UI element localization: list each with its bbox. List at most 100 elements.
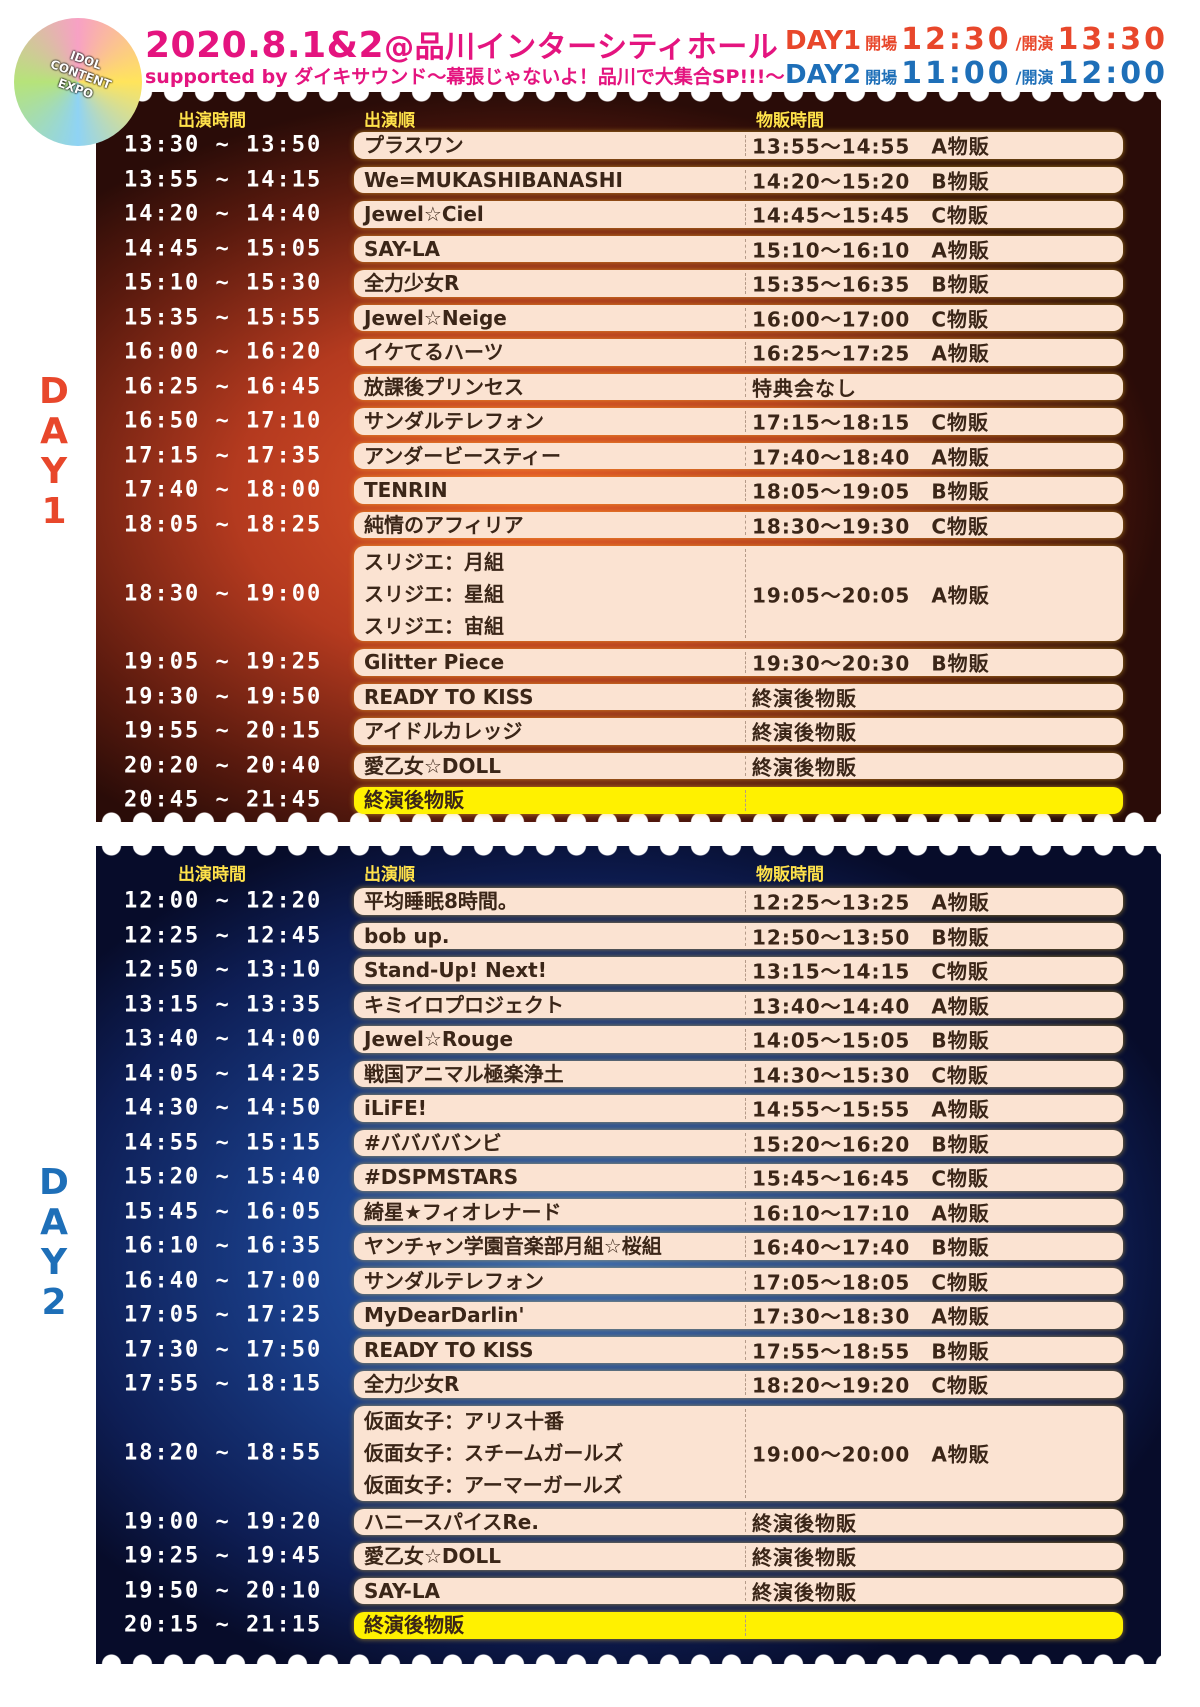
merch-sales-time: 14:30〜15:30 C物販 (752, 1063, 990, 1088)
act-list: We=MUKASHIBANASHI (364, 164, 623, 196)
column-header-order: 出演順 (364, 111, 415, 131)
merch-sales-time: 12:50〜13:50 B物販 (752, 925, 990, 950)
timetable-row: 17:30 ~ 17:50 READY TO KISS 17:55〜18:55 … (96, 1333, 1161, 1368)
timetable-row: 19:25 ~ 19:45 愛乙女☆DOLL 終演後物販 (96, 1539, 1161, 1574)
day1-rows: 13:30 ~ 13:50 プラスワン 13:55〜14:55 A物販 13:5… (96, 128, 1161, 818)
act-pill: MyDearDarlin' 17:30〜18:30 A物販 (354, 1302, 1123, 1329)
act-list: Jewel☆Neige (364, 302, 507, 334)
dashed-divider (745, 1063, 746, 1084)
performance-time: 16:25 ~ 16:45 (124, 374, 323, 400)
day-label-letter: D (39, 371, 69, 412)
timetable-row: 19:55 ~ 20:15 アイドルカレッジ 終演後物販 (96, 714, 1161, 749)
performance-time: 16:50 ~ 17:10 (124, 408, 323, 434)
act-list: スリジエ：月組 スリジエ：星組 スリジエ：宙組 (364, 546, 504, 642)
act-name: スリジエ：宙組 (364, 613, 504, 638)
act-name: iLiFE! (364, 1096, 427, 1121)
act-pill: READY TO KISS 17:55〜18:55 B物販 (354, 1336, 1123, 1363)
act-name: SAY-LA (364, 1578, 441, 1603)
timetable-row: 16:25 ~ 16:45 放課後プリンセス 特典会なし (96, 370, 1161, 405)
merch-sales-time: 終演後物販 (752, 686, 857, 711)
merch-sales-time: 終演後物販 (752, 755, 857, 780)
act-pill: 愛乙女☆DOLL 終演後物販 (354, 1543, 1123, 1570)
timetable-row: 20:20 ~ 20:40 愛乙女☆DOLL 終演後物販 (96, 749, 1161, 784)
act-pill: 仮面女子：アリス十番 仮面女子：スチームガールズ 仮面女子：アーマーガールズ 19:… (354, 1405, 1123, 1501)
timetable-row: 17:40 ~ 18:00 TENRIN 18:05〜19:05 B物販 (96, 473, 1161, 508)
timetable-row: 19:50 ~ 20:10 SAY-LA 終演後物販 (96, 1574, 1161, 1609)
column-header-sales: 物販時間 (756, 865, 824, 885)
act-name: 仮面女子：スチームガールズ (364, 1441, 624, 1465)
merch-sales-time: 16:40〜17:40 B物販 (752, 1235, 990, 1260)
performance-time: 18:05 ~ 18:25 (124, 512, 323, 538)
open-time: 12:30 (901, 22, 1012, 57)
day-label-letter: A (40, 1202, 68, 1243)
act-list: TENRIN (364, 474, 448, 506)
timetable-row: 18:05 ~ 18:25 純情のアフィリア 18:30〜19:30 C物販 (96, 508, 1161, 543)
act-list: ヤンチャン学園音楽部月組☆桜組 (364, 1230, 662, 1262)
act-pill: 全力少女R 15:35〜16:35 B物販 (354, 270, 1123, 297)
timetable-row: 17:05 ~ 17:25 MyDearDarlin' 17:30〜18:30 … (96, 1298, 1161, 1333)
act-name: サンダルテレフォン (364, 1268, 544, 1293)
act-pill: 綺星★フィオレナード 16:10〜17:10 A物販 (354, 1198, 1123, 1226)
act-list: サンダルテレフォン (364, 405, 544, 437)
act-list: アンダービースティー (364, 440, 561, 472)
act-pill: ヤンチャン学園音楽部月組☆桜組 16:40〜17:40 B物販 (354, 1233, 1123, 1260)
performance-time: 15:45 ~ 16:05 (124, 1199, 323, 1225)
act-pill: 放課後プリンセス 特典会なし (354, 371, 1123, 403)
act-list: MyDearDarlin' (364, 1299, 525, 1331)
act-pill: サンダルテレフォン 17:05〜18:05 C物販 (354, 1267, 1123, 1294)
performance-time: 13:40 ~ 14:00 (124, 1026, 323, 1052)
dashed-divider (745, 1167, 746, 1188)
timetable-row: 14:30 ~ 14:50 iLiFE! 14:55〜15:55 A物販 (96, 1091, 1161, 1126)
act-pill: Jewel☆Rouge 14:05〜15:05 B物販 (354, 1026, 1123, 1053)
act-list: 全力少女R (364, 267, 459, 299)
merch-sales-time: 15:35〜16:35 B物販 (752, 272, 990, 297)
merch-sales-time: 16:00〜17:00 C物販 (752, 307, 990, 332)
merch-sales-time: 終演後物販 (752, 1545, 857, 1570)
dashed-divider (745, 480, 746, 501)
merch-sales-time: 13:55〜14:55 A物販 (752, 134, 990, 159)
act-list: 愛乙女☆DOLL (364, 1540, 501, 1572)
merch-sales-time: 13:40〜14:40 A物販 (752, 994, 990, 1019)
dashed-divider (745, 790, 746, 811)
day2-rows: 12:00 ~ 12:20 平均睡眠8時間。 12:25〜13:25 A物販 1… (96, 884, 1161, 1643)
act-name: 愛乙女☆DOLL (364, 1544, 502, 1569)
timetable-row: 13:30 ~ 13:50 プラスワン 13:55〜14:55 A物販 (96, 128, 1161, 163)
dashed-divider (745, 342, 746, 363)
timetable-row: 18:30 ~ 19:00 スリジエ：月組 スリジエ：星組 スリジエ：宙組 19:0… (96, 542, 1161, 645)
merch-sales-time: 17:30〜18:30 A物販 (752, 1304, 990, 1329)
scallop-edge (96, 92, 1161, 106)
act-name: ヤンチャン学園音楽部月組☆桜組 (364, 1234, 662, 1259)
act-pill: 愛乙女☆DOLL 終演後物販 (354, 752, 1123, 780)
act-list: イケてるハーツ (364, 336, 504, 368)
act-pill: READY TO KISS 終演後物販 (354, 683, 1123, 711)
start-label: /開演 (1015, 34, 1054, 53)
act-pill: アイドルカレッジ 終演後物販 (354, 718, 1123, 745)
timetable-row: 19:30 ~ 19:50 READY TO KISS 終演後物販 (96, 680, 1161, 715)
act-name: スリジエ：星組 (364, 581, 504, 606)
act-list: キミイロプロジェクト (364, 989, 564, 1021)
act-name: READY TO KISS (364, 1337, 534, 1362)
timetable-row: 13:55 ~ 14:15 We=MUKASHIBANASHI 14:20〜15… (96, 163, 1161, 198)
dashed-divider (745, 721, 746, 742)
merch-sales-time: 13:15〜14:15 C物販 (752, 959, 990, 984)
dashed-divider (745, 1546, 746, 1567)
act-name: プラスワン (364, 133, 464, 158)
merch-sales-time: 16:10〜17:10 A物販 (752, 1201, 990, 1226)
timetable-row: 19:00 ~ 19:20 ハニースパイスRe. 終演後物販 (96, 1505, 1161, 1540)
act-list: 放課後プリンセス (364, 371, 524, 403)
act-pill: 全力少女R 18:20〜19:20 C物販 (354, 1371, 1123, 1398)
act-name: 終演後物販 (364, 1613, 464, 1638)
scallop-edge (96, 1650, 1161, 1664)
performance-time: 19:25 ~ 19:45 (124, 1543, 323, 1569)
dashed-divider (745, 1511, 746, 1532)
act-list: 仮面女子：アリス十番 仮面女子：スチームガールズ 仮面女子：アーマーガールズ (364, 1405, 623, 1501)
act-name: 放課後プリンセス (364, 374, 524, 399)
act-list: ハニースパイスRe. (364, 1506, 539, 1538)
event-date: 2020.8.1&2 (145, 25, 385, 66)
merch-sales-time: 15:20〜16:20 B物販 (752, 1132, 990, 1157)
timetable-row: 12:50 ~ 13:10 Stand-Up! Next! 13:15〜14:1… (96, 953, 1161, 988)
act-name: 全力少女R (364, 271, 460, 296)
timetable-row: 17:55 ~ 18:15 全力少女R 18:20〜19:20 C物販 (96, 1367, 1161, 1402)
timetable-row: 17:15 ~ 17:35 アンダービースティー 17:40〜18:40 A物販 (96, 439, 1161, 474)
day-label-letter: 2 (41, 1282, 67, 1323)
